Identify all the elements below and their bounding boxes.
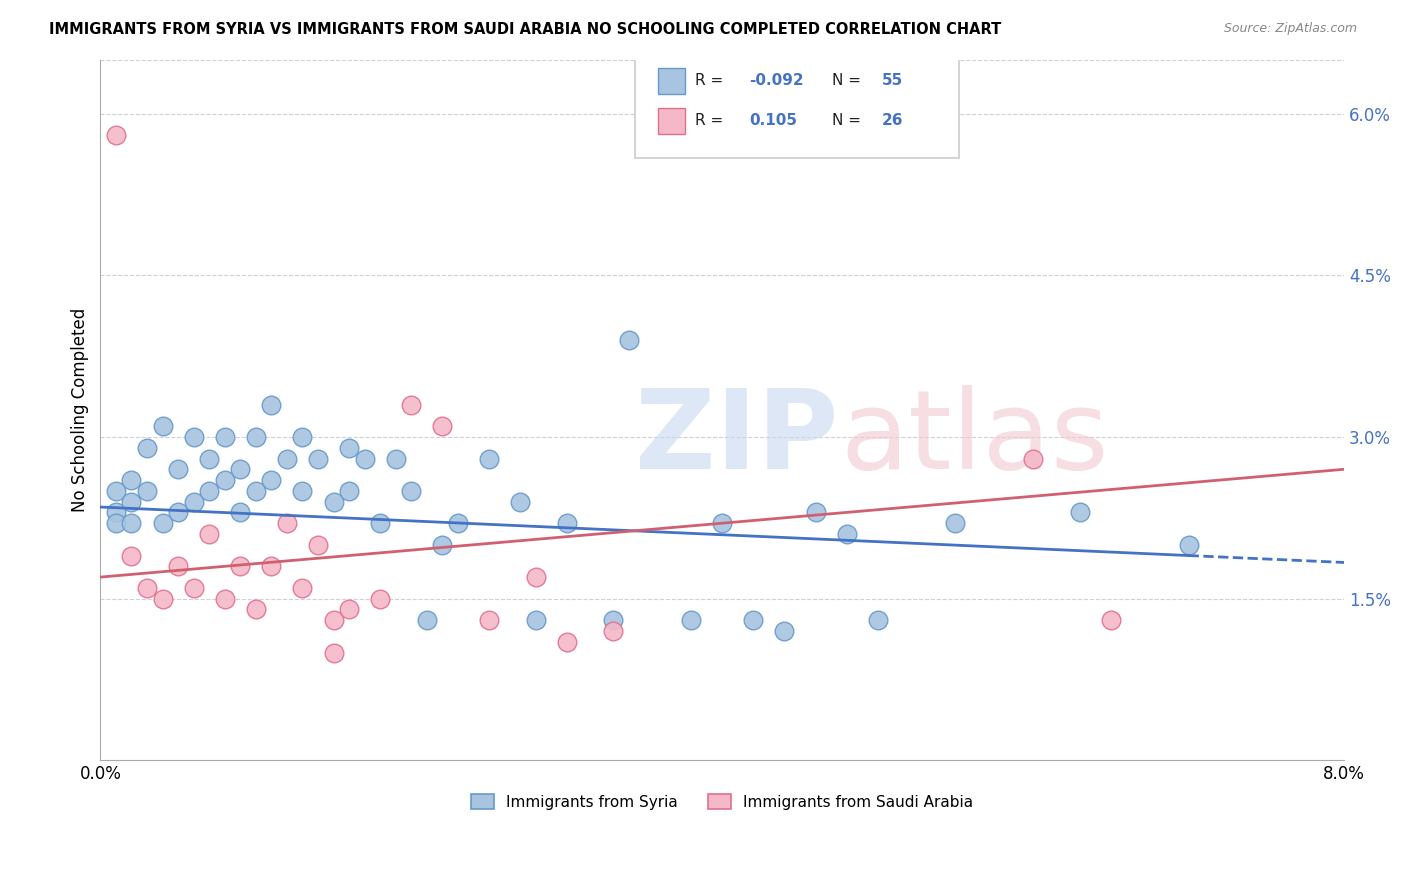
- Point: [804, 505, 827, 519]
- Point: [1099, 613, 1122, 627]
- Point: [104, 128, 127, 142]
- Point: [432, 538, 454, 552]
- Point: [229, 559, 252, 574]
- Point: [245, 430, 267, 444]
- Point: [1177, 538, 1199, 552]
- Point: [120, 494, 142, 508]
- Text: R =: R =: [695, 113, 733, 128]
- Point: [136, 581, 159, 595]
- FancyBboxPatch shape: [658, 68, 685, 95]
- Point: [214, 430, 236, 444]
- Point: [307, 538, 329, 552]
- Point: [276, 451, 298, 466]
- Point: [167, 505, 190, 519]
- Point: [648, 106, 671, 120]
- Point: [555, 634, 578, 648]
- Text: Source: ZipAtlas.com: Source: ZipAtlas.com: [1223, 22, 1357, 36]
- Point: [368, 591, 391, 606]
- Point: [152, 516, 174, 531]
- Point: [835, 527, 858, 541]
- Point: [245, 602, 267, 616]
- Point: [401, 398, 423, 412]
- Point: [866, 613, 889, 627]
- Point: [183, 581, 205, 595]
- Point: [136, 441, 159, 455]
- Point: [198, 527, 221, 541]
- Point: [711, 516, 734, 531]
- Point: [602, 613, 624, 627]
- Point: [229, 505, 252, 519]
- Point: [773, 624, 796, 638]
- Point: [945, 516, 967, 531]
- Point: [291, 430, 314, 444]
- Point: [307, 451, 329, 466]
- Text: 0.105: 0.105: [749, 113, 797, 128]
- Legend: Immigrants from Syria, Immigrants from Saudi Arabia: Immigrants from Syria, Immigrants from S…: [465, 788, 980, 816]
- Point: [120, 473, 142, 487]
- Text: 26: 26: [882, 113, 903, 128]
- Point: [152, 591, 174, 606]
- Y-axis label: No Schooling Completed: No Schooling Completed: [72, 308, 89, 512]
- Point: [368, 516, 391, 531]
- Point: [104, 505, 127, 519]
- Point: [214, 473, 236, 487]
- Text: N =: N =: [832, 113, 866, 128]
- Point: [183, 430, 205, 444]
- Point: [276, 516, 298, 531]
- Point: [104, 483, 127, 498]
- Point: [432, 419, 454, 434]
- Point: [602, 624, 624, 638]
- Point: [337, 441, 360, 455]
- Text: ZIP: ZIP: [636, 384, 838, 491]
- Point: [617, 333, 640, 347]
- Text: -0.092: -0.092: [749, 73, 804, 88]
- Point: [742, 613, 765, 627]
- Point: [1022, 451, 1045, 466]
- Point: [337, 483, 360, 498]
- Point: [245, 483, 267, 498]
- Text: R =: R =: [695, 73, 728, 88]
- Point: [260, 559, 283, 574]
- Point: [681, 613, 703, 627]
- Point: [104, 516, 127, 531]
- Text: N =: N =: [832, 73, 866, 88]
- Point: [198, 483, 221, 498]
- Point: [214, 591, 236, 606]
- FancyBboxPatch shape: [658, 108, 685, 135]
- Text: atlas: atlas: [841, 384, 1109, 491]
- Point: [260, 398, 283, 412]
- Point: [229, 462, 252, 476]
- Point: [447, 516, 470, 531]
- Text: IMMIGRANTS FROM SYRIA VS IMMIGRANTS FROM SAUDI ARABIA NO SCHOOLING COMPLETED COR: IMMIGRANTS FROM SYRIA VS IMMIGRANTS FROM…: [49, 22, 1001, 37]
- Point: [478, 451, 501, 466]
- Point: [401, 483, 423, 498]
- Point: [167, 559, 190, 574]
- Point: [136, 483, 159, 498]
- Point: [384, 451, 406, 466]
- Point: [291, 483, 314, 498]
- Point: [416, 613, 439, 627]
- Point: [152, 419, 174, 434]
- Point: [260, 473, 283, 487]
- Point: [120, 549, 142, 563]
- Point: [120, 516, 142, 531]
- Point: [555, 516, 578, 531]
- Point: [183, 494, 205, 508]
- Point: [337, 602, 360, 616]
- Point: [524, 570, 547, 584]
- Point: [1069, 505, 1091, 519]
- Point: [322, 646, 344, 660]
- Text: 55: 55: [882, 73, 903, 88]
- Point: [509, 494, 531, 508]
- FancyBboxPatch shape: [636, 53, 959, 158]
- Point: [322, 494, 344, 508]
- Point: [353, 451, 375, 466]
- Point: [524, 613, 547, 627]
- Point: [198, 451, 221, 466]
- Point: [167, 462, 190, 476]
- Point: [291, 581, 314, 595]
- Point: [322, 613, 344, 627]
- Point: [478, 613, 501, 627]
